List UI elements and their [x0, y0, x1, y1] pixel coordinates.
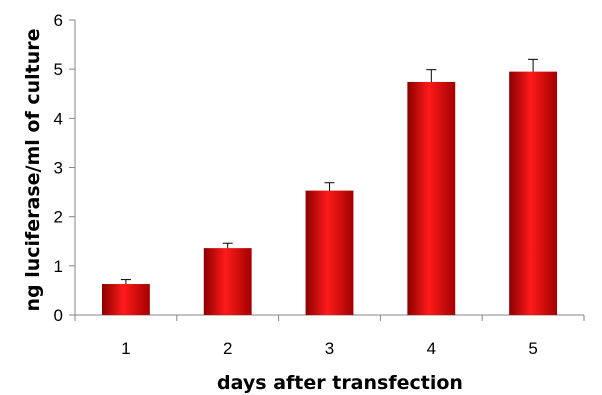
bars: [101, 71, 558, 315]
y-tick-label: 2: [54, 208, 63, 227]
y-tick-label: 5: [54, 60, 63, 79]
x-axis: 1 2 3 4 5: [74, 314, 585, 358]
bar-day-4: [407, 81, 456, 315]
x-tick-label: 5: [528, 339, 537, 358]
y-tick-label: 1: [54, 257, 63, 276]
y-tick-label: 3: [54, 159, 63, 178]
y-tick-label: 6: [54, 11, 63, 30]
y-tick-label: 0: [54, 306, 63, 325]
x-tick-label: 4: [427, 339, 436, 358]
x-tick-label: 1: [121, 339, 130, 358]
x-tick-label: 2: [223, 339, 232, 358]
bar-day-5: [509, 71, 558, 315]
y-axis-title: ng luciferase/ml of culture: [22, 28, 44, 311]
bar-day-1: [101, 284, 150, 315]
x-axis-title: days after transfection: [217, 372, 463, 394]
bar-day-2: [203, 248, 252, 315]
y-tick-label: 4: [54, 109, 63, 128]
x-tick-label: 3: [325, 339, 334, 358]
bar-day-3: [305, 190, 354, 315]
y-axis: 0 1 2 3 4 5 6: [54, 11, 76, 325]
error-bars: [120, 58, 539, 285]
